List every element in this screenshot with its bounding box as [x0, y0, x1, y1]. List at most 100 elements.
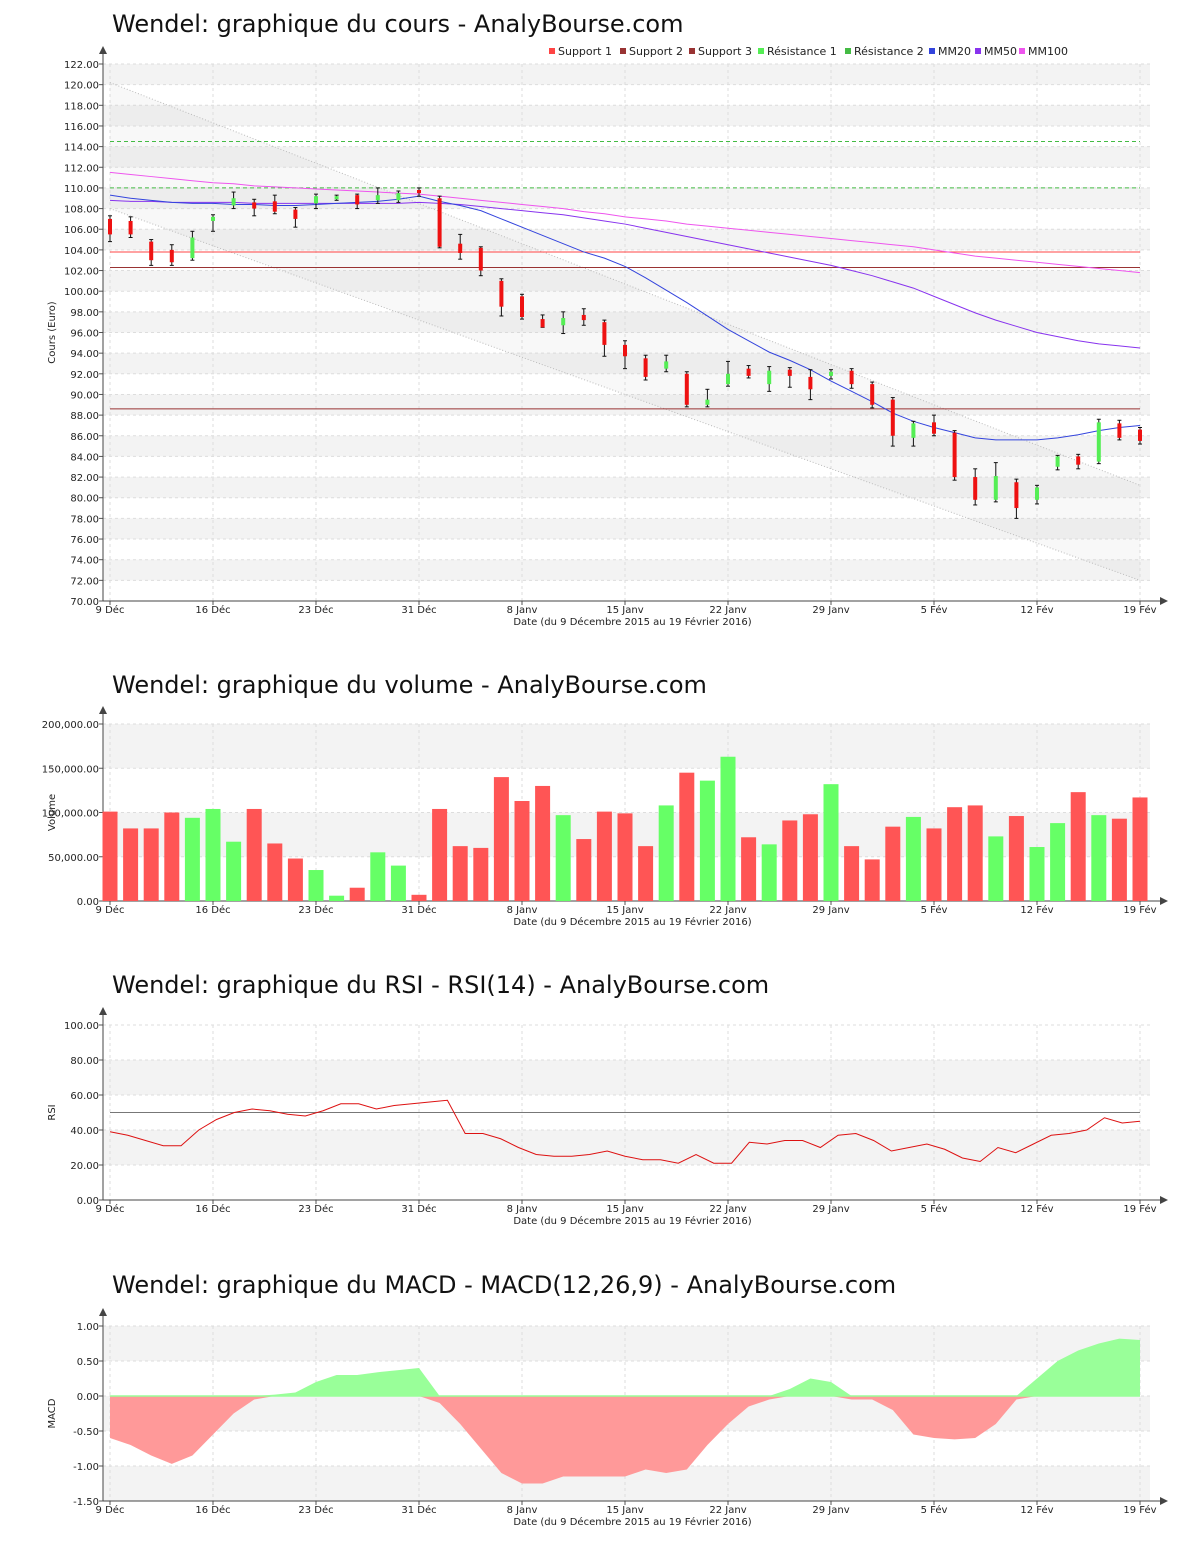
x-tick-label: 31 Déc — [401, 1203, 436, 1215]
legend-label: Support 2 — [629, 45, 683, 58]
volume-bar — [679, 772, 695, 901]
candle-body — [684, 373, 689, 405]
candle-body — [190, 237, 195, 259]
y-tick-label: 90.00 — [70, 390, 99, 401]
x-tick-label: 8 Janv — [507, 905, 538, 916]
x-tick-label: 16 Déc — [195, 604, 230, 616]
candle-body — [726, 373, 730, 385]
x-tick-label: 23 Déc — [298, 1504, 333, 1516]
y-tick-label: 96.00 — [70, 329, 99, 340]
candle-body — [211, 216, 215, 221]
candle-body — [231, 198, 236, 206]
y-tick-label: 40.00 — [70, 1126, 99, 1137]
x-tick-label: 16 Déc — [195, 1504, 230, 1516]
volume-bar — [741, 837, 757, 901]
candle-body — [952, 432, 957, 478]
candle-body — [705, 399, 710, 405]
volume-bar — [699, 780, 715, 901]
candle-body — [1096, 422, 1101, 462]
candle-body — [169, 249, 174, 263]
x-tick-label: 15 Janv — [606, 605, 643, 616]
mm20-line — [109, 194, 1141, 441]
legend-swatch — [845, 48, 851, 54]
x-tick-label: 29 Janv — [812, 1204, 849, 1215]
candle-body — [870, 384, 875, 405]
candle-body — [417, 189, 421, 194]
candle-body — [437, 198, 442, 247]
candle-body — [355, 195, 360, 205]
y-tick-label: 122.00 — [64, 60, 99, 71]
candle-body — [252, 202, 257, 209]
volume-bar — [535, 785, 551, 901]
candle-body — [602, 322, 607, 345]
y-tick-label: 114.00 — [64, 143, 99, 154]
candle-body — [623, 344, 627, 357]
y-axis-label: MACD — [47, 1398, 58, 1428]
volume-bar — [947, 807, 963, 901]
legend-label: MM20 — [938, 45, 971, 58]
legend-swatch — [758, 48, 764, 54]
y-tick-label: 84.00 — [70, 452, 99, 463]
grid-band — [103, 559, 1150, 581]
grid-band — [103, 724, 1150, 769]
volume-bar — [246, 808, 262, 901]
volume-bar — [452, 846, 468, 901]
x-axis-arrow — [1160, 1497, 1168, 1505]
candle-body — [314, 196, 318, 204]
volume-bar — [493, 777, 509, 901]
grid-band — [103, 105, 1150, 126]
x-tick-label: 5 Fév — [921, 604, 948, 616]
candle-body — [499, 280, 504, 307]
candle-body — [767, 370, 772, 385]
candle-body — [911, 423, 916, 438]
y-tick-label: 104.00 — [64, 246, 99, 257]
y-tick-label: 118.00 — [64, 101, 99, 112]
rsi-line — [109, 1099, 1141, 1164]
legend-label: Résistance 2 — [854, 45, 924, 58]
rsi-chart: 0.00 20.00 40.00 60.00 80.00 100.00 9 Déc 16 Dé… — [47, 1007, 1168, 1227]
x-axis-arrow — [1160, 897, 1168, 905]
y-tick-label: 120.00 — [64, 81, 99, 92]
x-axis-label: Date (du 9 Décembre 2015 au 19 Février 2… — [513, 1516, 751, 1528]
legend-label: Support 1 — [558, 45, 612, 58]
macd-panel: Wendel: graphique du MACD - MACD(12,26,9… — [0, 1260, 1200, 1550]
candle-body — [293, 209, 298, 219]
volume-chart: 0.00 50,000.00 100,000.00 150,000.00 200,000… — [42, 706, 1168, 928]
legend-label: Support 3 — [698, 45, 752, 58]
y-tick-label: 50,000.00 — [48, 853, 99, 864]
volume-bar — [844, 846, 860, 901]
y-tick-label: 88.00 — [70, 411, 99, 422]
volume-bar — [658, 805, 674, 901]
grid-band — [103, 1130, 1150, 1165]
y-tick-label: 82.00 — [70, 473, 99, 484]
legend-swatch — [549, 48, 555, 54]
volume-bar — [782, 820, 798, 901]
y-tick-label: 110.00 — [64, 184, 99, 195]
y-tick-label: 108.00 — [64, 205, 99, 216]
candle-body — [149, 241, 154, 261]
candle-body — [643, 358, 648, 377]
y-tick-label: 80.00 — [70, 1056, 99, 1067]
candle-body — [581, 314, 586, 321]
x-tick-label: 31 Déc — [401, 604, 436, 616]
x-tick-label: 12 Fév — [1020, 904, 1053, 916]
macd-positive-area — [110, 1338, 1140, 1396]
legend-label: MM50 — [984, 45, 1017, 58]
y-tick-label: 70.00 — [70, 597, 99, 608]
candle-body — [787, 369, 792, 376]
grid-band — [103, 435, 1150, 457]
y-tick-label: -1.00 — [73, 1462, 99, 1473]
y-tick-label: 102.00 — [64, 267, 99, 278]
x-tick-label: 19 Fév — [1123, 904, 1156, 916]
legend-label: MM100 — [1028, 45, 1068, 58]
volume-bar — [411, 894, 427, 901]
x-axis-label: Date (du 9 Décembre 2015 au 19 Février 2… — [513, 916, 751, 928]
grid-band — [103, 64, 1150, 85]
volume-bar — [390, 865, 406, 901]
x-tick-label: 9 Déc — [96, 904, 125, 916]
y-tick-label: 86.00 — [70, 432, 99, 443]
y-tick-label: 0.50 — [77, 1357, 99, 1368]
grid-band — [103, 311, 1150, 333]
x-tick-label: 5 Fév — [921, 904, 948, 916]
candle-body — [1138, 429, 1142, 441]
